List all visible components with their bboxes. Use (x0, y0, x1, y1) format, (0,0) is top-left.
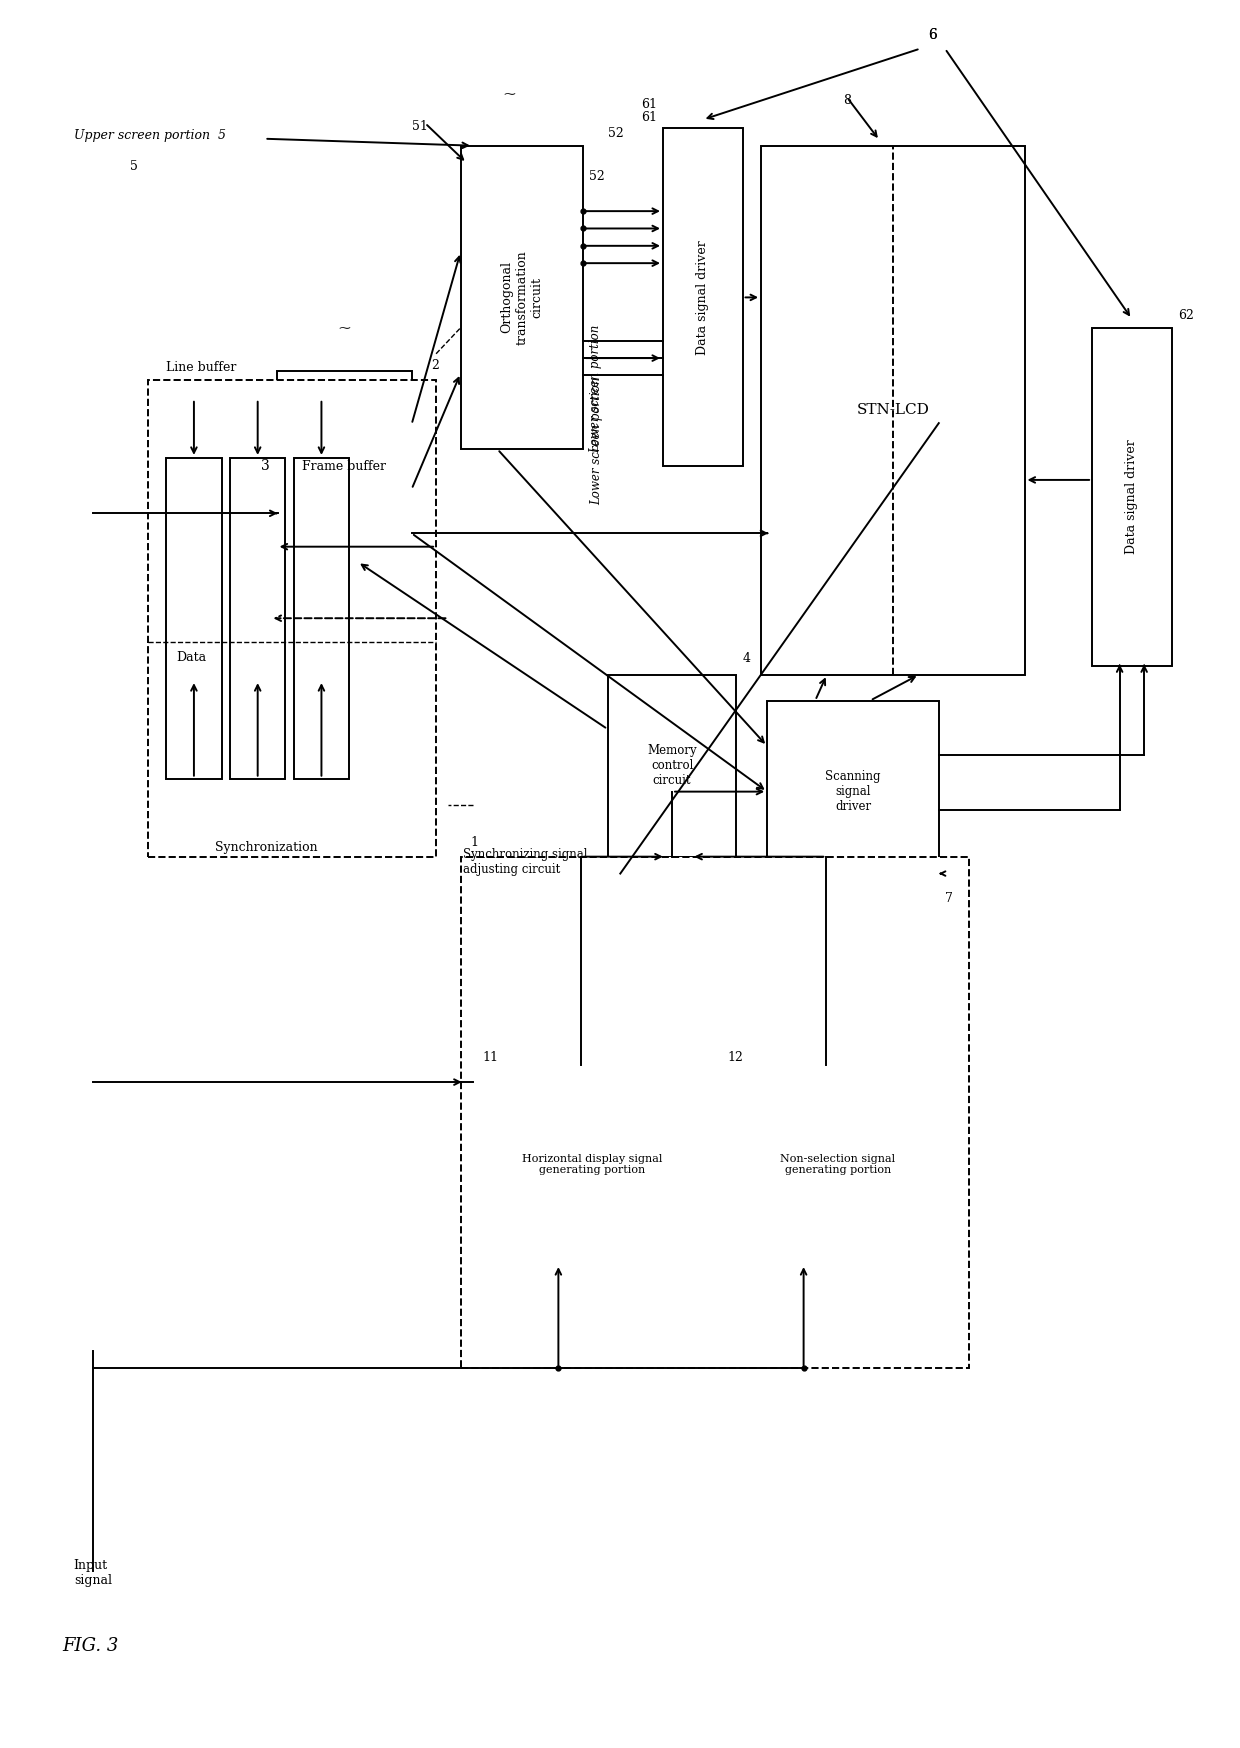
Bar (663, 128, 743, 467)
Text: 61: 61 (641, 112, 657, 124)
Text: 62: 62 (1178, 309, 1194, 322)
Text: Frame buffer: Frame buffer (303, 460, 386, 474)
Bar (479, 1065, 706, 1264)
Text: 51: 51 (412, 121, 428, 133)
Text: 3: 3 (260, 460, 269, 474)
Bar (761, 145, 1024, 675)
Bar (724, 1065, 951, 1264)
Text: 5: 5 (129, 161, 138, 173)
Text: ~: ~ (502, 86, 517, 103)
Text: Memory
control
circuit: Memory control circuit (647, 745, 697, 787)
Bar (460, 857, 970, 1369)
Text: Upper screen portion  5: Upper screen portion 5 (74, 129, 227, 142)
Bar (460, 145, 583, 449)
Text: 61: 61 (641, 98, 657, 110)
Text: 7: 7 (945, 891, 952, 905)
Text: Scanning
signal
driver: Scanning signal driver (825, 771, 880, 813)
Text: 52: 52 (589, 170, 605, 184)
Text: Lower screen portion: Lower screen portion (589, 325, 603, 453)
Text: 6: 6 (929, 28, 937, 42)
Text: Horizontal display signal
generating portion: Horizontal display signal generating por… (522, 1154, 662, 1175)
Text: Synchronizing signal
adjusting circuit: Synchronizing signal adjusting circuit (463, 848, 588, 876)
Bar (1092, 329, 1172, 666)
Text: Data signal driver: Data signal driver (697, 239, 709, 355)
Text: 2: 2 (432, 360, 439, 372)
Text: STN-LCD: STN-LCD (857, 404, 929, 418)
Bar (148, 379, 436, 857)
Bar (294, 458, 348, 778)
Text: Data: Data (176, 650, 206, 664)
Text: 8: 8 (843, 94, 851, 107)
Text: 6: 6 (929, 28, 937, 42)
Text: 11: 11 (482, 1051, 498, 1065)
Text: Input
signal: Input signal (73, 1559, 112, 1587)
Text: 12: 12 (728, 1051, 744, 1065)
Bar (277, 371, 412, 561)
Bar (608, 675, 737, 857)
Text: 1: 1 (470, 836, 479, 850)
Text: Line buffer: Line buffer (166, 362, 237, 374)
Bar (231, 458, 285, 778)
Text: Synchronization: Synchronization (216, 841, 317, 855)
Text: ~: ~ (337, 320, 351, 336)
Text: Data signal driver: Data signal driver (1126, 439, 1138, 554)
Text: Lower screen portion: Lower screen portion (590, 376, 604, 505)
Bar (768, 701, 939, 883)
Text: Orthogonal
transformation
circuit: Orthogonal transformation circuit (501, 250, 543, 344)
Bar (166, 458, 222, 778)
Text: 52: 52 (608, 128, 624, 140)
Text: Non-selection signal
generating portion: Non-selection signal generating portion (780, 1154, 895, 1175)
Text: 4: 4 (743, 652, 750, 666)
Text: FIG. 3: FIG. 3 (62, 1636, 119, 1655)
